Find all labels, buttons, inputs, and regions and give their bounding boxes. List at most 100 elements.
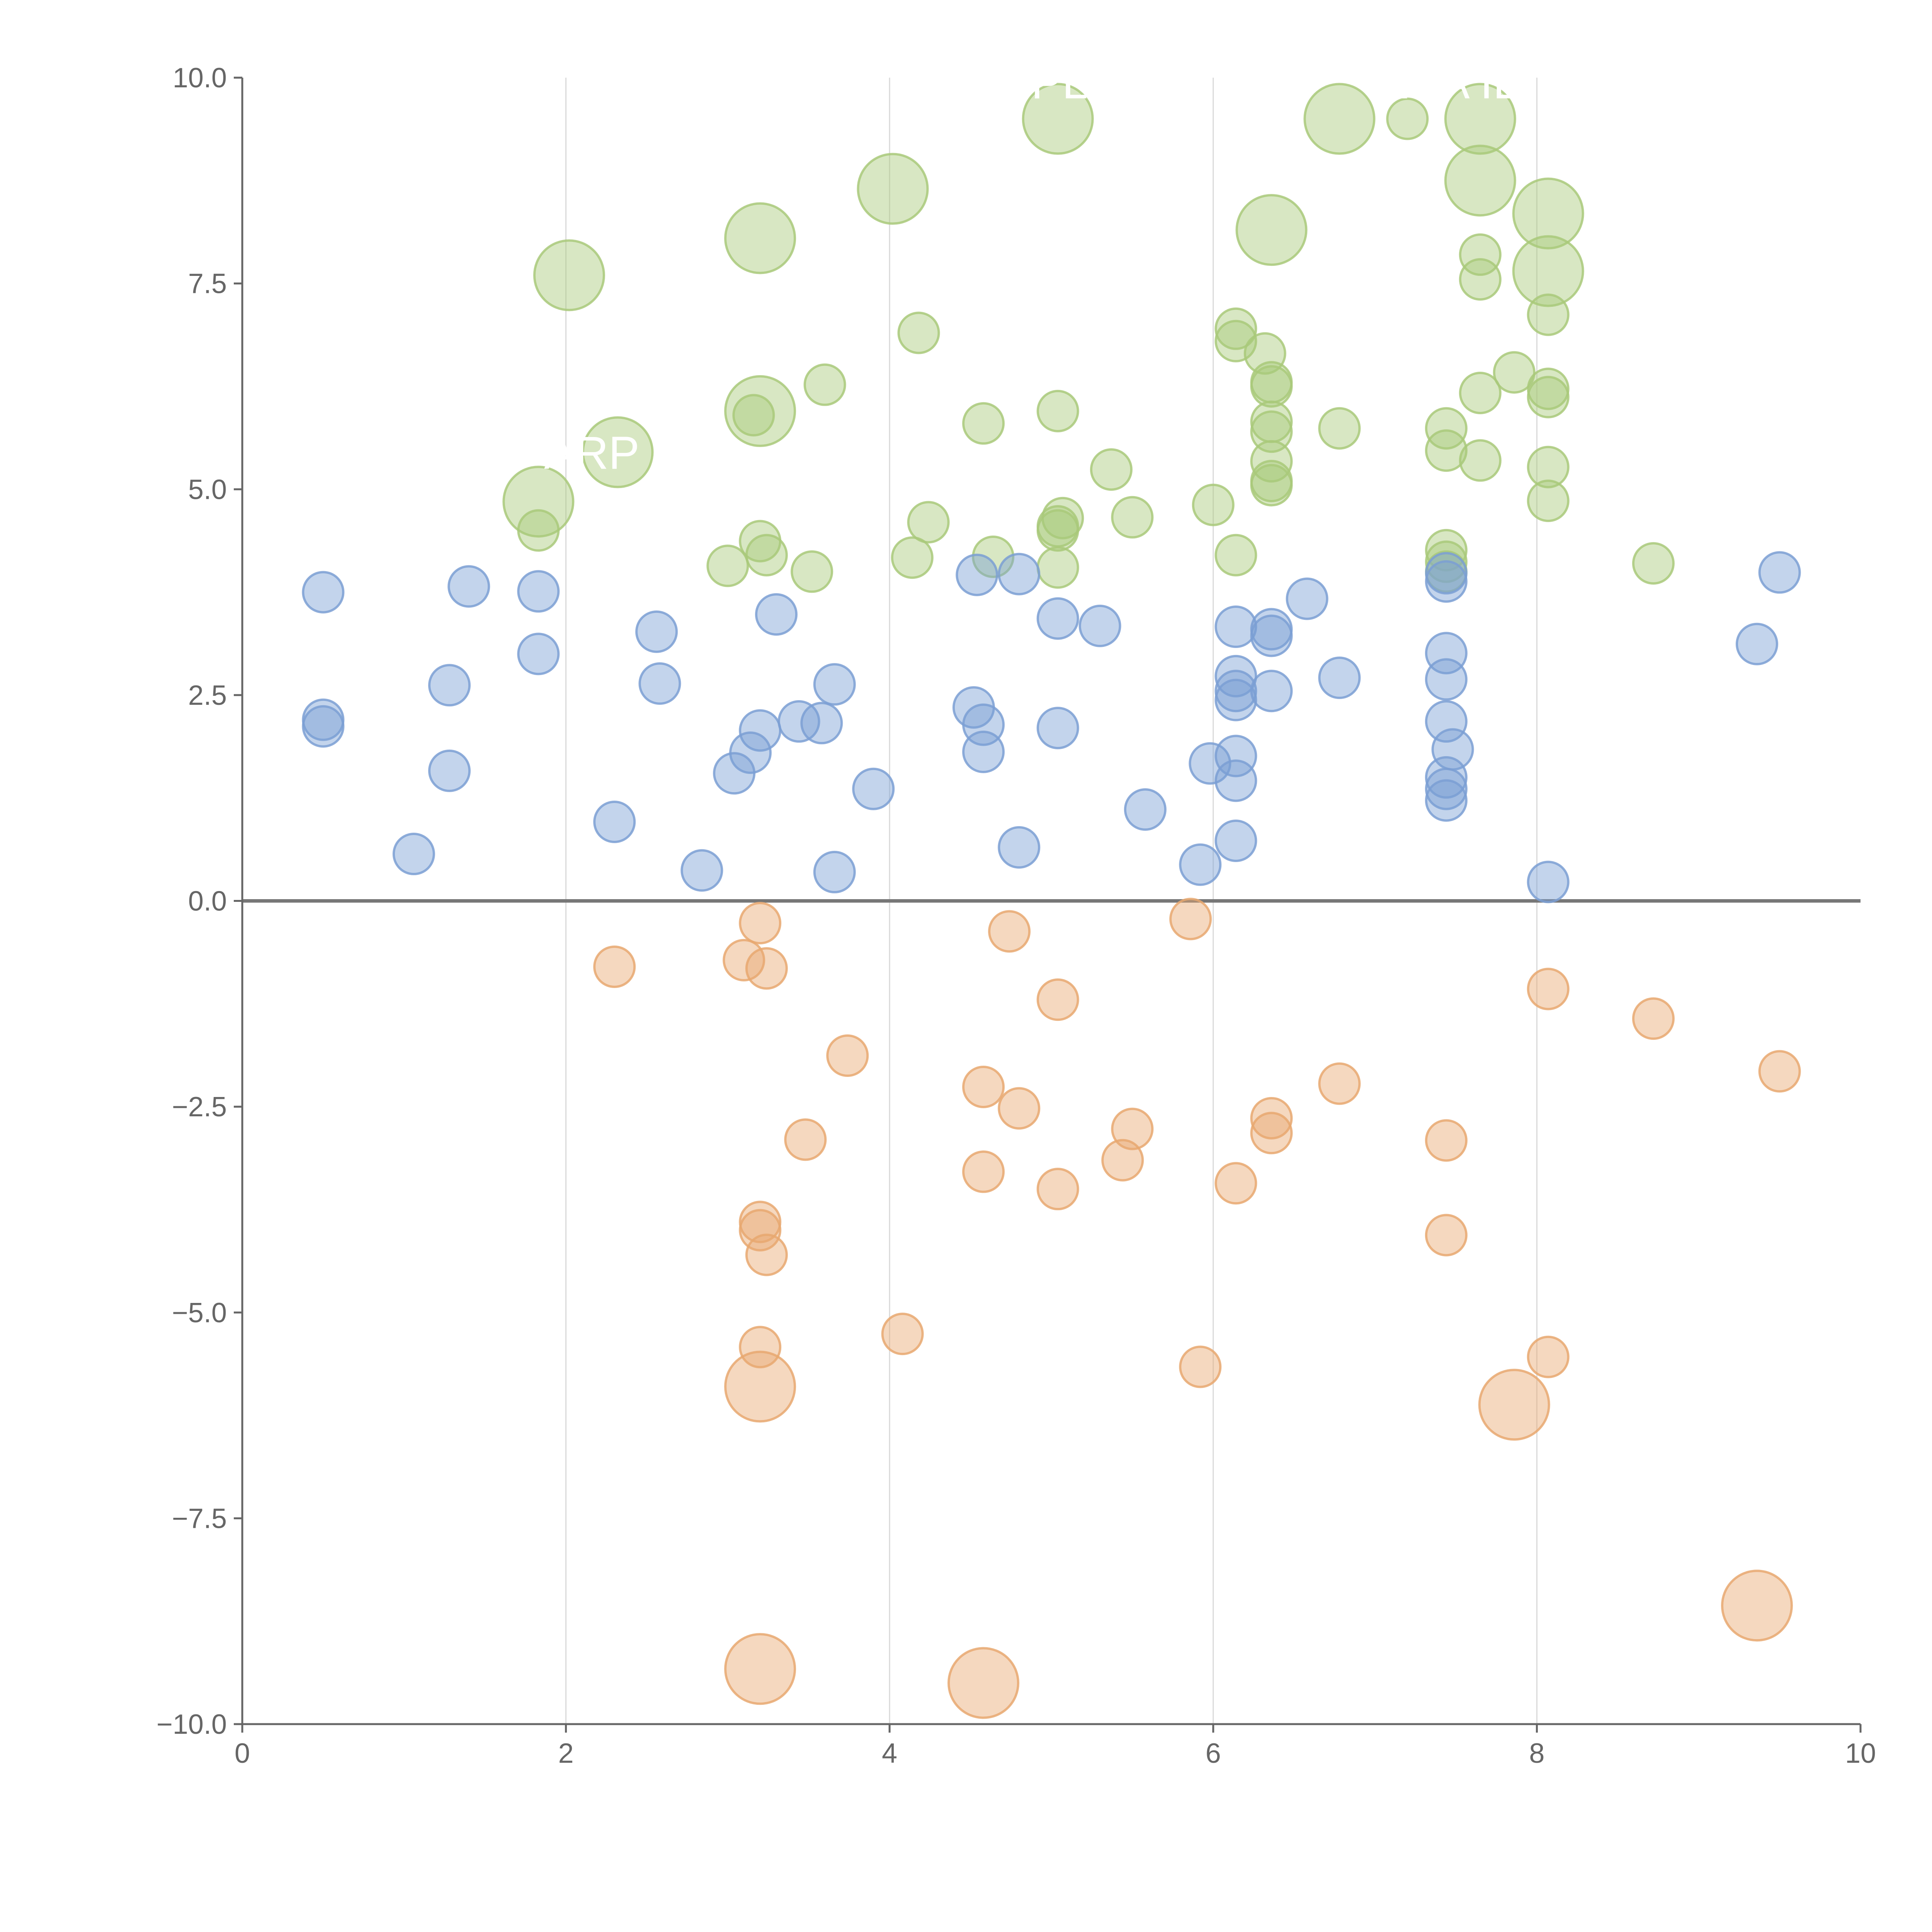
data-point-blue (962, 730, 1005, 773)
data-point-blue (680, 849, 723, 892)
data-point-green (1425, 429, 1468, 472)
data-point-blue (998, 553, 1041, 595)
data-point-blue (302, 571, 345, 614)
data-point-green (1386, 97, 1429, 140)
data-point-blue (1214, 819, 1257, 862)
x-tick-label: 6 (1206, 1738, 1221, 1769)
data-point-green (732, 394, 775, 437)
annotation-label: PL (1031, 56, 1088, 108)
data-points (302, 83, 1801, 1719)
data-point-blue (1758, 551, 1801, 594)
data-point-green (857, 153, 929, 225)
data-point-blue (777, 700, 820, 743)
data-point-orange (962, 1065, 1005, 1108)
data-point-blue (635, 610, 678, 653)
data-point-orange (724, 1350, 796, 1423)
data-point-green (724, 202, 796, 274)
data-point-green (791, 550, 833, 593)
data-point-green (1425, 529, 1468, 571)
data-point-orange (745, 1233, 788, 1276)
y-tick-label: −2.5 (172, 1092, 227, 1122)
data-point-green (972, 535, 1015, 578)
data-point-orange (1527, 1335, 1570, 1378)
data-point-blue (1214, 735, 1257, 777)
data-point-blue (1286, 577, 1328, 620)
data-point-green (803, 363, 846, 406)
data-point-blue (1425, 560, 1468, 603)
data-point-green (706, 544, 749, 587)
data-point-blue (1189, 742, 1231, 785)
data-point-green (907, 501, 950, 544)
data-point-orange (1527, 968, 1570, 1010)
data-point-blue (428, 664, 471, 707)
data-point-blue (1214, 655, 1257, 697)
data-point-green (1527, 480, 1570, 522)
data-point-green (1527, 293, 1570, 336)
data-point-orange (723, 939, 765, 981)
axes: 0 2 4 6 8 10 10.0 7.5 5.0 2.5 0.0 −2.5 −5.0 −7.5 −10.0 (156, 63, 1876, 1769)
data-point-green (1527, 446, 1570, 488)
data-point-orange (784, 1118, 827, 1161)
data-point-blue (1250, 670, 1293, 713)
data-point-orange (745, 947, 788, 990)
data-point-green (1444, 83, 1516, 155)
data-point-orange (1632, 997, 1675, 1040)
data-point-green (1459, 371, 1502, 414)
data-point-blue (1179, 843, 1222, 886)
data-point-green (745, 534, 788, 577)
data-point-green (1036, 509, 1079, 552)
data-point-blue (1214, 759, 1257, 802)
data-point-green (1111, 496, 1154, 539)
data-point-blue (638, 662, 681, 705)
data-point-green (1036, 546, 1079, 589)
data-point-orange (1425, 1214, 1468, 1257)
data-point-orange (1214, 1162, 1257, 1205)
y-tick-label: 10.0 (173, 63, 227, 94)
data-point-blue (428, 749, 471, 792)
data-point-green (1250, 365, 1293, 408)
data-point-green (724, 375, 796, 447)
data-point-green (1214, 307, 1257, 350)
data-point-green (1493, 351, 1536, 394)
data-point-orange (1318, 1062, 1361, 1105)
annotation-label: KSA IL (1377, 56, 1519, 108)
x-tick-label: 8 (1529, 1738, 1544, 1769)
data-point-blue (1214, 670, 1257, 713)
data-point-blue (800, 702, 843, 745)
x-tick-label: 4 (882, 1738, 897, 1769)
data-point-blue (1425, 700, 1468, 743)
x-tick-label: 0 (235, 1738, 250, 1769)
data-point-orange (739, 1326, 782, 1369)
data-point-green (1036, 389, 1079, 432)
data-point-orange (593, 945, 636, 988)
data-point-blue (392, 833, 435, 876)
data-point-green (1250, 410, 1293, 453)
data-point-green (1632, 542, 1675, 585)
data-point-green (1318, 407, 1361, 450)
data-point-blue (1214, 605, 1257, 648)
data-point-blue (1425, 779, 1468, 822)
data-point-blue (813, 850, 856, 893)
data-point-orange (1250, 1097, 1293, 1139)
y-tick-label: −10.0 (156, 1709, 227, 1740)
data-point-green (1303, 83, 1376, 155)
y-tick-label: 2.5 (188, 680, 227, 711)
data-point-blue (1527, 861, 1570, 903)
data-point-green (1512, 235, 1584, 307)
data-point-blue (755, 593, 798, 636)
data-point-blue (1036, 707, 1079, 750)
data-point-blue (1036, 597, 1079, 640)
data-point-green (533, 239, 605, 311)
data-point-green (1214, 534, 1257, 577)
data-point-blue (1250, 614, 1293, 657)
data-point-green (1459, 439, 1502, 482)
data-point-blue (852, 767, 895, 810)
data-point-blue (998, 826, 1041, 869)
data-point-orange (1036, 1168, 1079, 1211)
data-point-orange (739, 902, 782, 945)
data-point-blue (1214, 679, 1257, 721)
data-point-green (1250, 464, 1293, 507)
data-point-orange (826, 1034, 869, 1077)
data-point-blue (1735, 622, 1778, 665)
data-point-green (1022, 83, 1094, 155)
